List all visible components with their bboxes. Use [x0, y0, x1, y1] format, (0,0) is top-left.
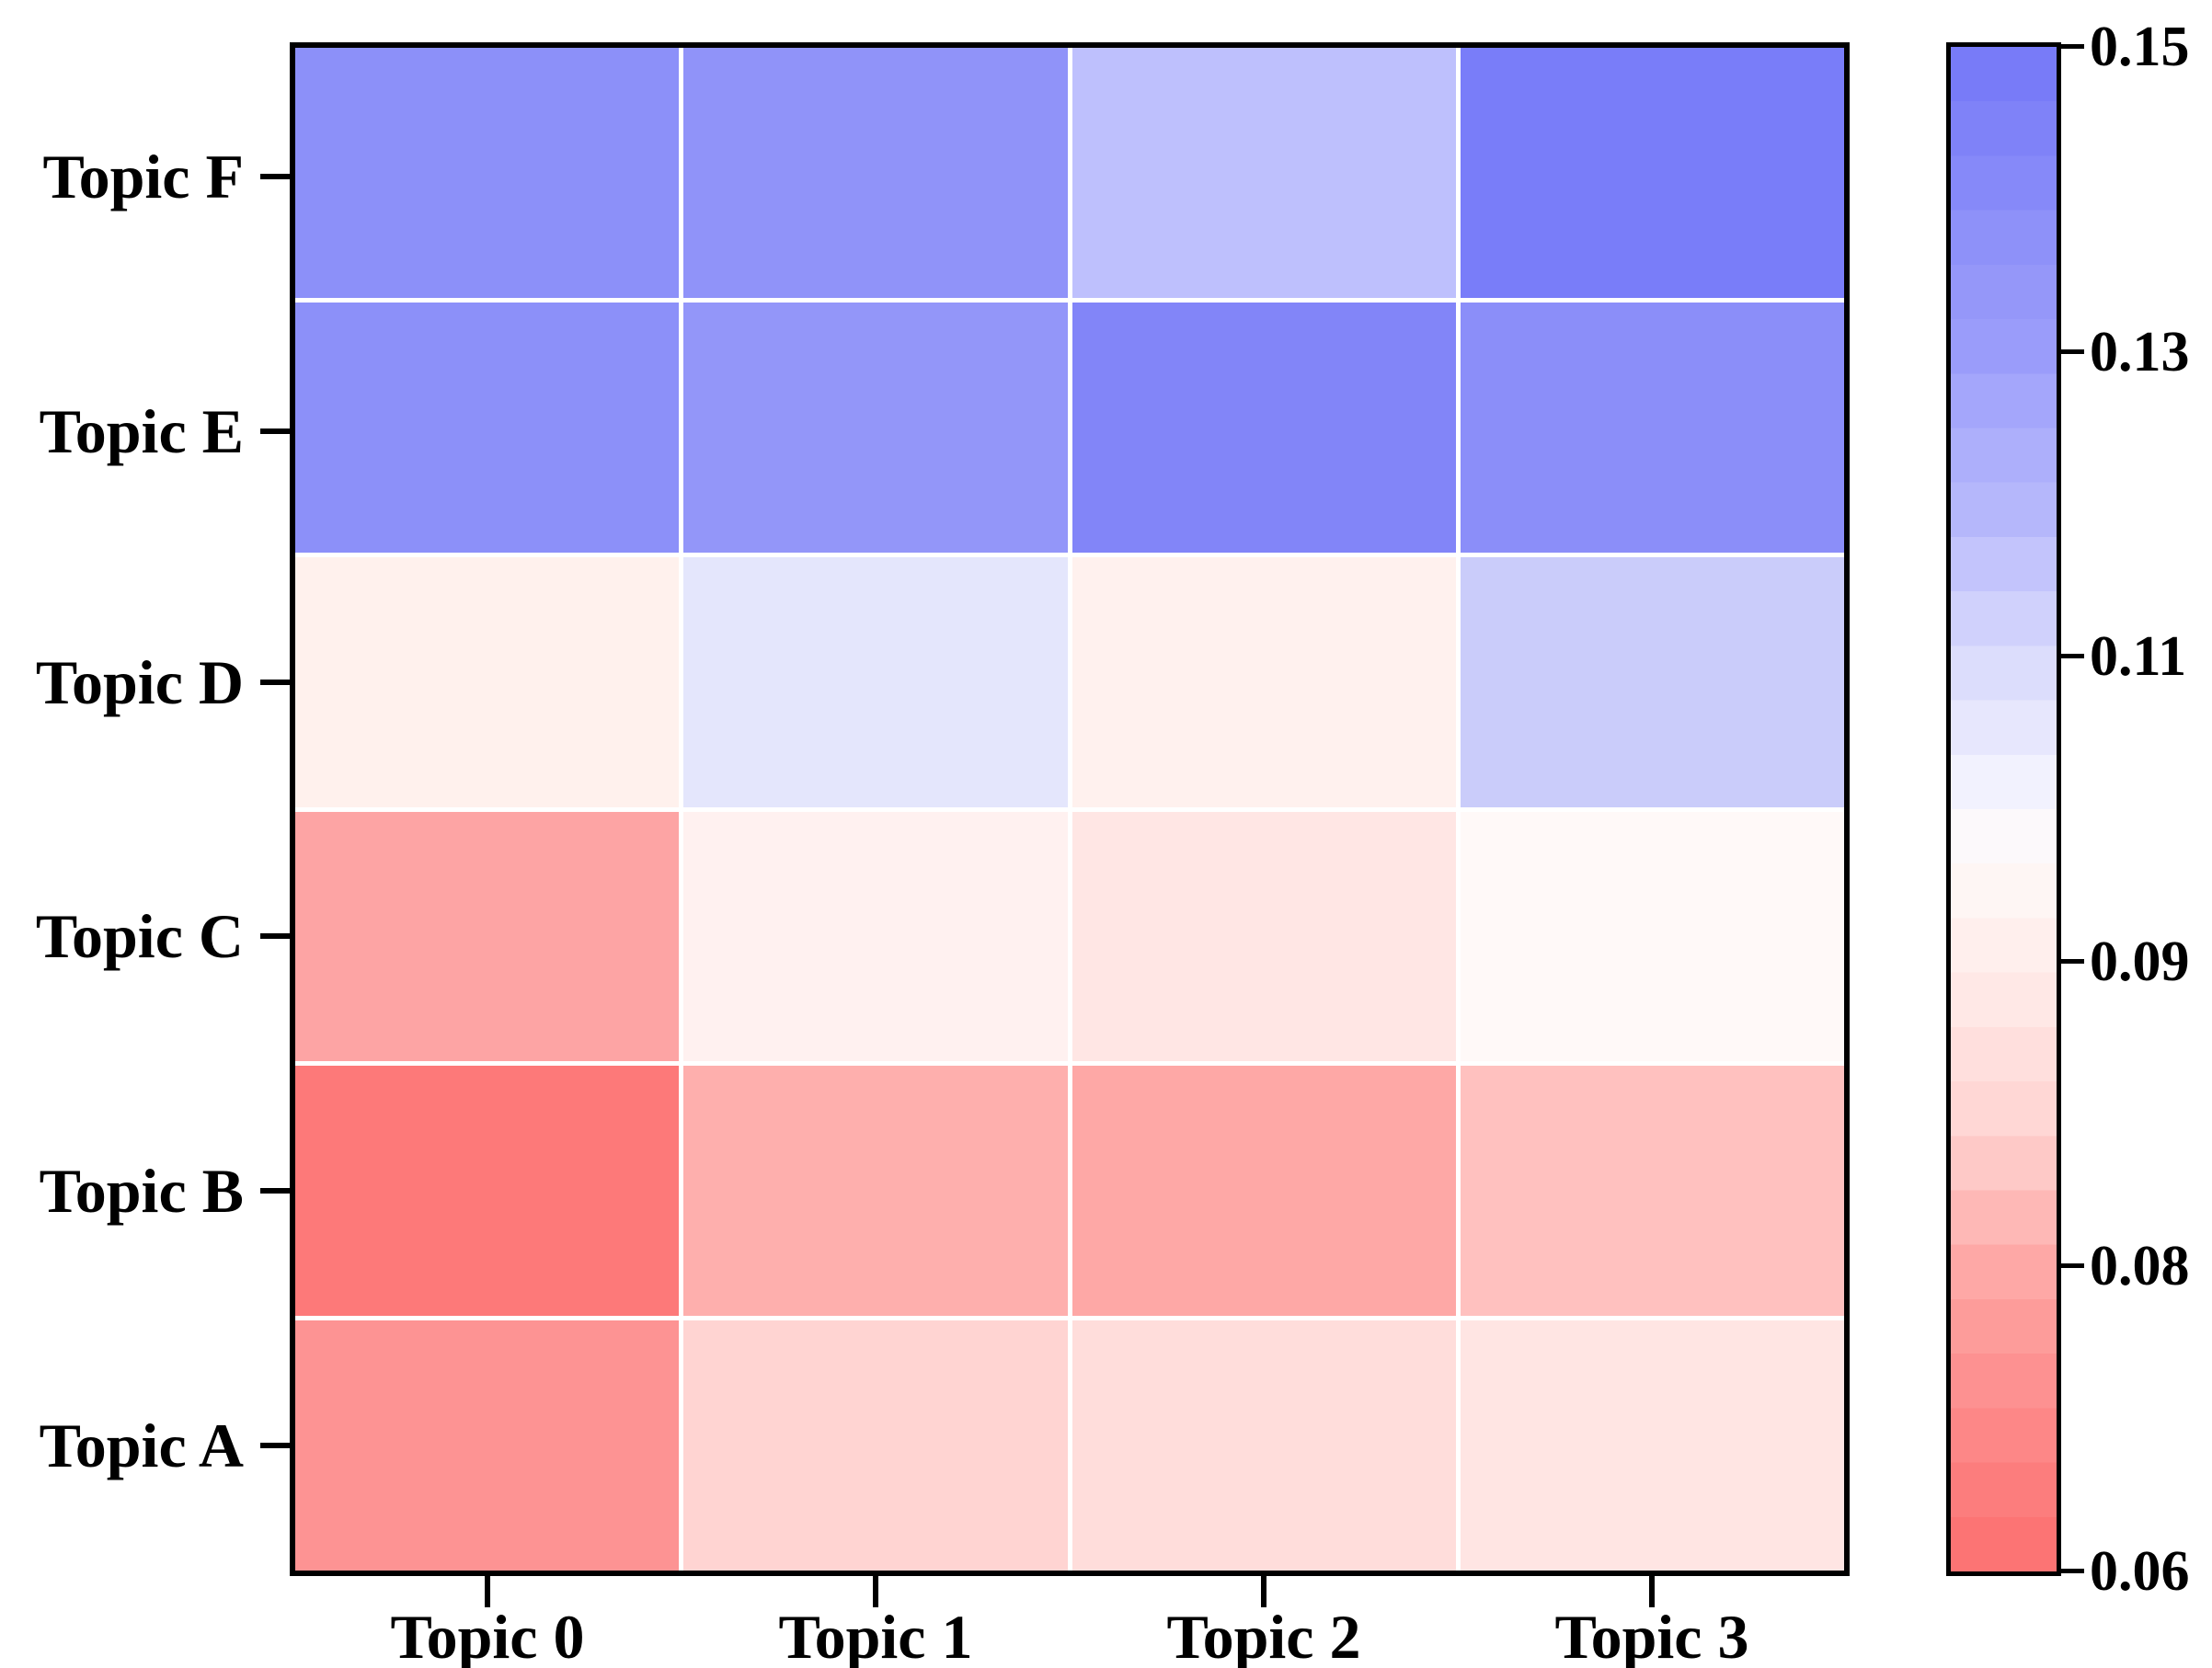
- heatmap-cell: [1072, 556, 1456, 807]
- heatmap-cell: [683, 556, 1068, 807]
- y-axis-tick: [260, 680, 290, 685]
- colorbar-tick: [2061, 1569, 2084, 1573]
- colorbar: [1946, 42, 2061, 1576]
- x-axis-label: Topic 0: [390, 1602, 585, 1668]
- y-axis-label: Topic D: [35, 647, 244, 717]
- y-axis-tick: [260, 174, 290, 179]
- colorbar-tick-label: 0.15: [2090, 16, 2190, 78]
- heatmap-cell: [1460, 302, 1844, 553]
- x-axis-tick: [485, 1576, 490, 1607]
- heatmap-cell: [1460, 811, 1844, 1062]
- colorbar-tick-label: 0.13: [2090, 321, 2190, 383]
- heatmap-cell: [683, 48, 1068, 298]
- heatmap-cell: [295, 556, 680, 807]
- heatmap-cell: [295, 302, 680, 553]
- y-axis-label: Topic E: [39, 396, 244, 466]
- heatmap-frame: [290, 42, 1850, 1576]
- heatmap-cell: [1460, 48, 1844, 298]
- heatmap-cell: [683, 302, 1068, 553]
- colorbar-tick: [2061, 654, 2084, 658]
- colorbar-tick-label: 0.06: [2090, 1540, 2190, 1603]
- heatmap-cell: [1072, 811, 1456, 1062]
- colorbar-tick: [2061, 44, 2084, 49]
- colorbar-tick-label: 0.08: [2090, 1235, 2190, 1297]
- heatmap-cell: [1460, 556, 1844, 807]
- y-axis-tick: [260, 1188, 290, 1194]
- heatmap-cell: [295, 1320, 680, 1571]
- x-axis-label: Topic 2: [1166, 1602, 1361, 1668]
- y-axis-label: Topic C: [35, 901, 244, 971]
- heatmap-cell: [295, 811, 680, 1062]
- x-axis-label: Topic 3: [1554, 1602, 1749, 1668]
- x-axis-tick: [1261, 1576, 1266, 1607]
- heatmap-cell: [1072, 48, 1456, 298]
- heatmap-cell: [1460, 1320, 1844, 1571]
- colorbar-tick: [2061, 1263, 2084, 1268]
- heatmap-cell: [683, 1320, 1068, 1571]
- x-axis-tick: [873, 1576, 878, 1607]
- colorbar-tick-label: 0.11: [2090, 625, 2187, 688]
- colorbar-tick: [2061, 349, 2084, 354]
- y-axis-label: Topic B: [39, 1156, 244, 1226]
- heatmap-cell: [295, 48, 680, 298]
- heatmap-cell: [1072, 1066, 1456, 1317]
- x-axis-label: Topic 1: [778, 1602, 973, 1668]
- heatmap-cell: [683, 811, 1068, 1062]
- heatmap-cell: [1072, 302, 1456, 553]
- colorbar-gradient: [1951, 47, 2057, 1571]
- heatmap-cell: [1460, 1066, 1844, 1317]
- y-axis-tick: [260, 428, 290, 434]
- x-axis-tick: [1649, 1576, 1655, 1607]
- y-axis-tick: [260, 933, 290, 939]
- y-axis-tick: [260, 1443, 290, 1448]
- y-axis-label: Topic A: [39, 1411, 244, 1480]
- colorbar-tick: [2061, 959, 2084, 964]
- heatmap-cell: [683, 1066, 1068, 1317]
- heatmap-cell: [295, 1066, 680, 1317]
- heatmap-cell: [1072, 1320, 1456, 1571]
- colorbar-tick-label: 0.09: [2090, 931, 2190, 993]
- heatmap: [295, 48, 1844, 1571]
- y-axis-label: Topic F: [42, 142, 244, 211]
